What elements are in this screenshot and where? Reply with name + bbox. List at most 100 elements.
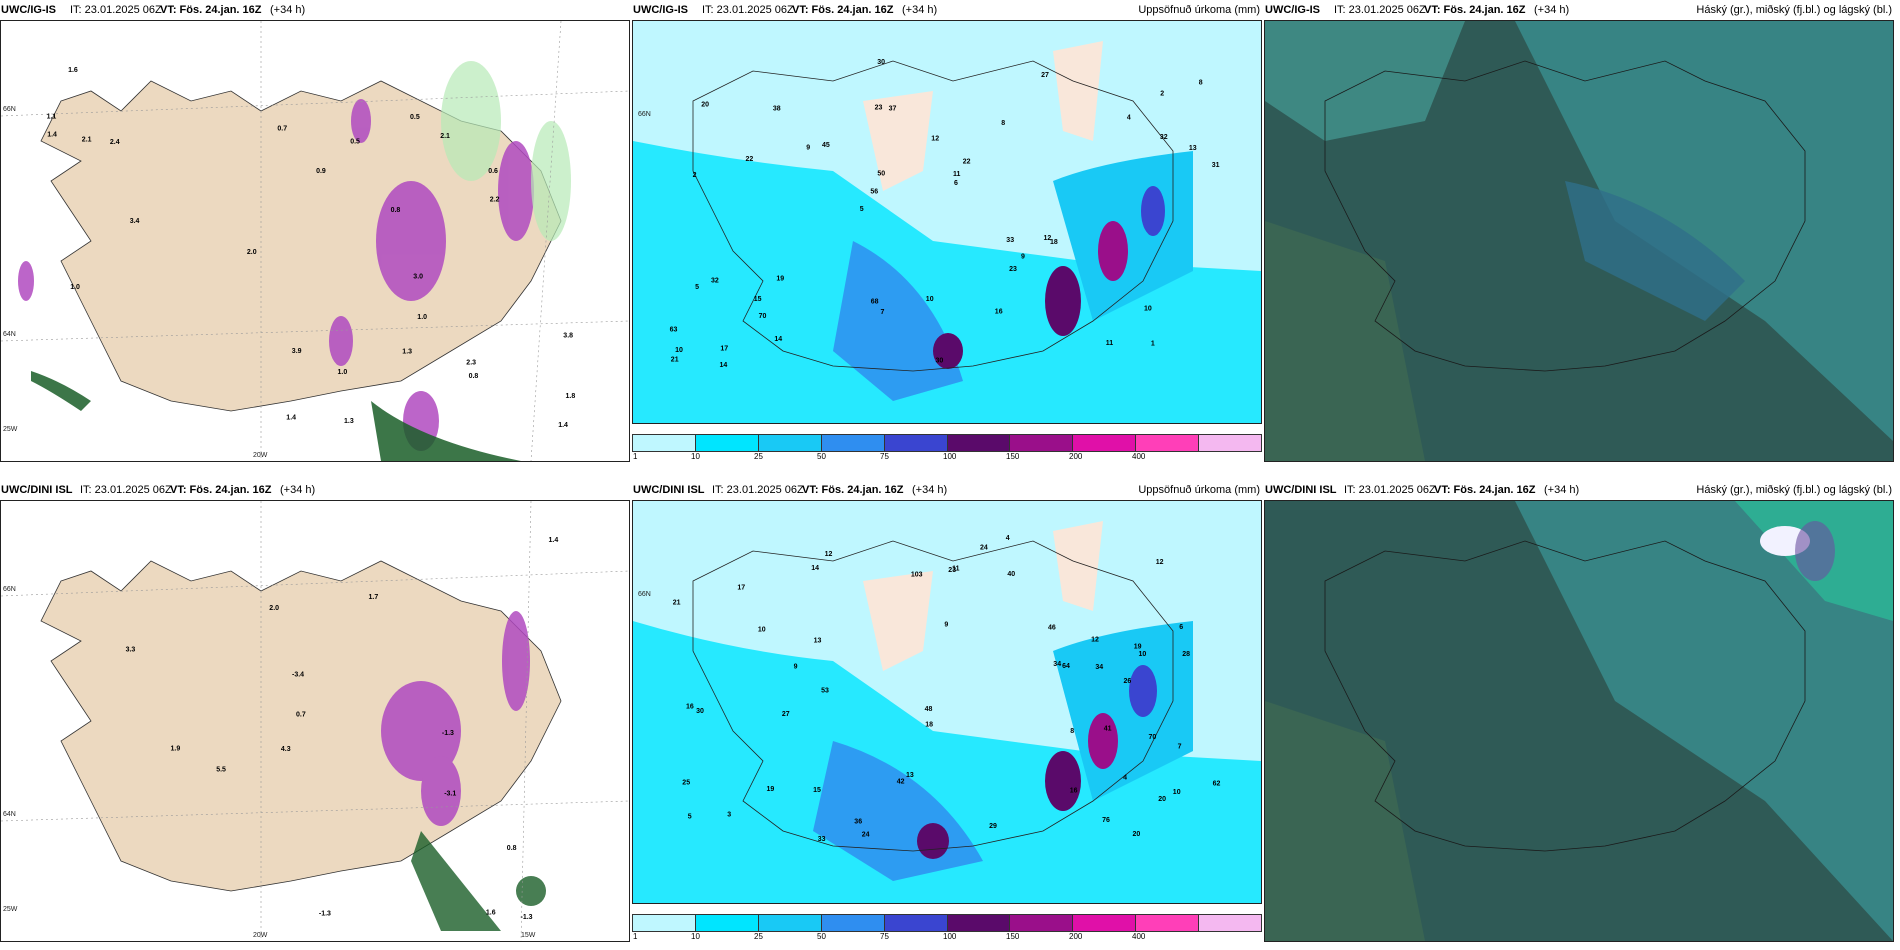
value-label: 33 (1006, 237, 1014, 244)
value-label: 1.0 (338, 369, 348, 376)
colorbar-label: 100 (943, 452, 957, 461)
colorbar-label: 400 (1132, 932, 1146, 941)
value-label: 16 (686, 703, 694, 710)
colorbar-swatch (695, 915, 759, 931)
value-label: 6 (954, 180, 958, 187)
value-label: 3 (727, 812, 731, 819)
value-label: 16 (1070, 788, 1078, 795)
value-label: 13 (1189, 145, 1197, 152)
value-label: 2 (1160, 91, 1164, 98)
value-label: 0.7 (277, 125, 287, 132)
value-label: 1.4 (549, 537, 559, 544)
value-label: 11 (953, 171, 961, 178)
value-label: 3.8 (563, 332, 573, 339)
value-label: 13 (906, 772, 914, 779)
value-label: 38 (773, 106, 781, 113)
value-label: 19 (776, 275, 784, 282)
value-label: 1.0 (70, 284, 80, 291)
model-name: UWC/IG-IS (1, 4, 56, 16)
value-label: 20 (1133, 831, 1141, 838)
value-label: 70 (1149, 734, 1157, 741)
panel-header: UWC/IG-IS IT: 23.01.2025 06Z VT: Fös. 24… (0, 0, 630, 20)
value-label: 4 (1127, 115, 1131, 122)
map-svg: 66N 122581723123245637037221820303133325… (633, 21, 1261, 423)
colorbar-swatch (947, 435, 1011, 451)
rain-areas (31, 371, 521, 461)
value-label: 12 (825, 551, 833, 558)
value-label: 0.8 (507, 845, 517, 852)
lead-time: (+34 h) (280, 484, 316, 496)
value-label: 31 (1212, 162, 1220, 169)
value-label: 29 (989, 823, 997, 830)
valid-time: VT: Fös. 24.jan. 16Z (792, 4, 894, 16)
panel-header: UWC/IG-IS IT: 23.01.2025 06Z VT: Fös. 24… (632, 0, 1262, 20)
value-label: 20 (1158, 796, 1166, 803)
valid-time: VT: Fös. 24.jan. 16Z (802, 484, 904, 496)
value-label: 1 (1151, 340, 1155, 347)
precip-values: 4610951219151210282126242517201413101630… (673, 535, 1221, 843)
value-label: 12 (1156, 559, 1164, 566)
value-label: 36 (854, 819, 862, 826)
value-label: 8 (1199, 79, 1203, 86)
value-label: 34 (1095, 664, 1103, 671)
value-label: 1.8 (566, 393, 576, 400)
value-label: -1.3 (521, 914, 533, 921)
value-label: 1.9 (171, 746, 181, 753)
value-label: 15 (754, 296, 762, 303)
panel-top-right: UWC/IG-IS IT: 23.01.2025 06Z VT: Fös. 24… (1264, 0, 1894, 462)
value-label: 11 (952, 566, 960, 573)
colorbar-swatch (821, 915, 885, 931)
value-label: 3.3 (126, 647, 136, 654)
colorbar-swatch (1010, 915, 1074, 931)
colorbar-label: 25 (754, 452, 763, 461)
value-label: 17 (737, 584, 745, 591)
value-label: 9 (794, 663, 798, 670)
value-label: 15 (813, 787, 821, 794)
colorbar-swatch (1073, 435, 1137, 451)
value-label: 27 (782, 711, 790, 718)
lead-time: (+34 h) (902, 4, 938, 16)
value-label: 7 (1178, 743, 1182, 750)
value-label: -1.3 (319, 911, 331, 918)
model-name: UWC/DINI ISL (633, 484, 705, 496)
value-label: 19 (1134, 644, 1142, 651)
value-label: 8 (1001, 120, 1005, 127)
value-label: 10 (1173, 789, 1181, 796)
value-label: 21 (673, 599, 681, 606)
value-label: 76 (1102, 817, 1110, 824)
value-label: 3.4 (130, 218, 140, 225)
colorbar-label: 1 (633, 932, 638, 941)
model-name: UWC/DINI ISL (1, 484, 73, 496)
precip-values: 1225817231232456370372218203031333256685… (670, 59, 1220, 369)
colorbar-label: 25 (754, 932, 763, 941)
value-label: 46 (1048, 625, 1056, 632)
value-label: 1.3 (402, 349, 412, 356)
value-label: 0.7 (296, 711, 306, 718)
value-label: 23 (948, 567, 956, 574)
colorbar-label: 50 (817, 932, 826, 941)
colorbar-label: 100 (943, 932, 957, 941)
value-label: -3.1 (444, 791, 456, 798)
colorbar-swatch (758, 435, 822, 451)
colorbar-label: 50 (817, 452, 826, 461)
panel-bottom-left: UWC/DINI ISL IT: 23.01.2025 06Z VT: Fös.… (0, 480, 630, 942)
value-label: 1.4 (286, 414, 296, 421)
value-label: 22 (963, 159, 971, 166)
value-label: 64 (1062, 663, 1070, 670)
value-label: 63 (670, 326, 678, 333)
init-time: IT: 23.01.2025 06Z (702, 4, 794, 16)
lon-label: 15W (521, 932, 536, 939)
value-label: 30 (936, 358, 944, 365)
lead-time: (+34 h) (1534, 4, 1570, 16)
colorbar-swatch (884, 915, 948, 931)
map-title: Háský (gr.), miðský (fj.bl.) og lágský (… (1696, 484, 1892, 496)
colorbar-swatch (1199, 915, 1262, 931)
value-label: 42 (897, 779, 905, 786)
init-time: IT: 23.01.2025 06Z (712, 484, 804, 496)
panel-header: UWC/DINI ISL IT: 23.01.2025 06Z VT: Fös.… (1264, 480, 1894, 500)
value-label: 1.0 (417, 314, 427, 321)
value-label: 2.0 (247, 249, 257, 256)
colorbar (632, 434, 1262, 452)
value-label: 2.1 (82, 137, 92, 144)
value-label: 1.4 (47, 132, 57, 139)
